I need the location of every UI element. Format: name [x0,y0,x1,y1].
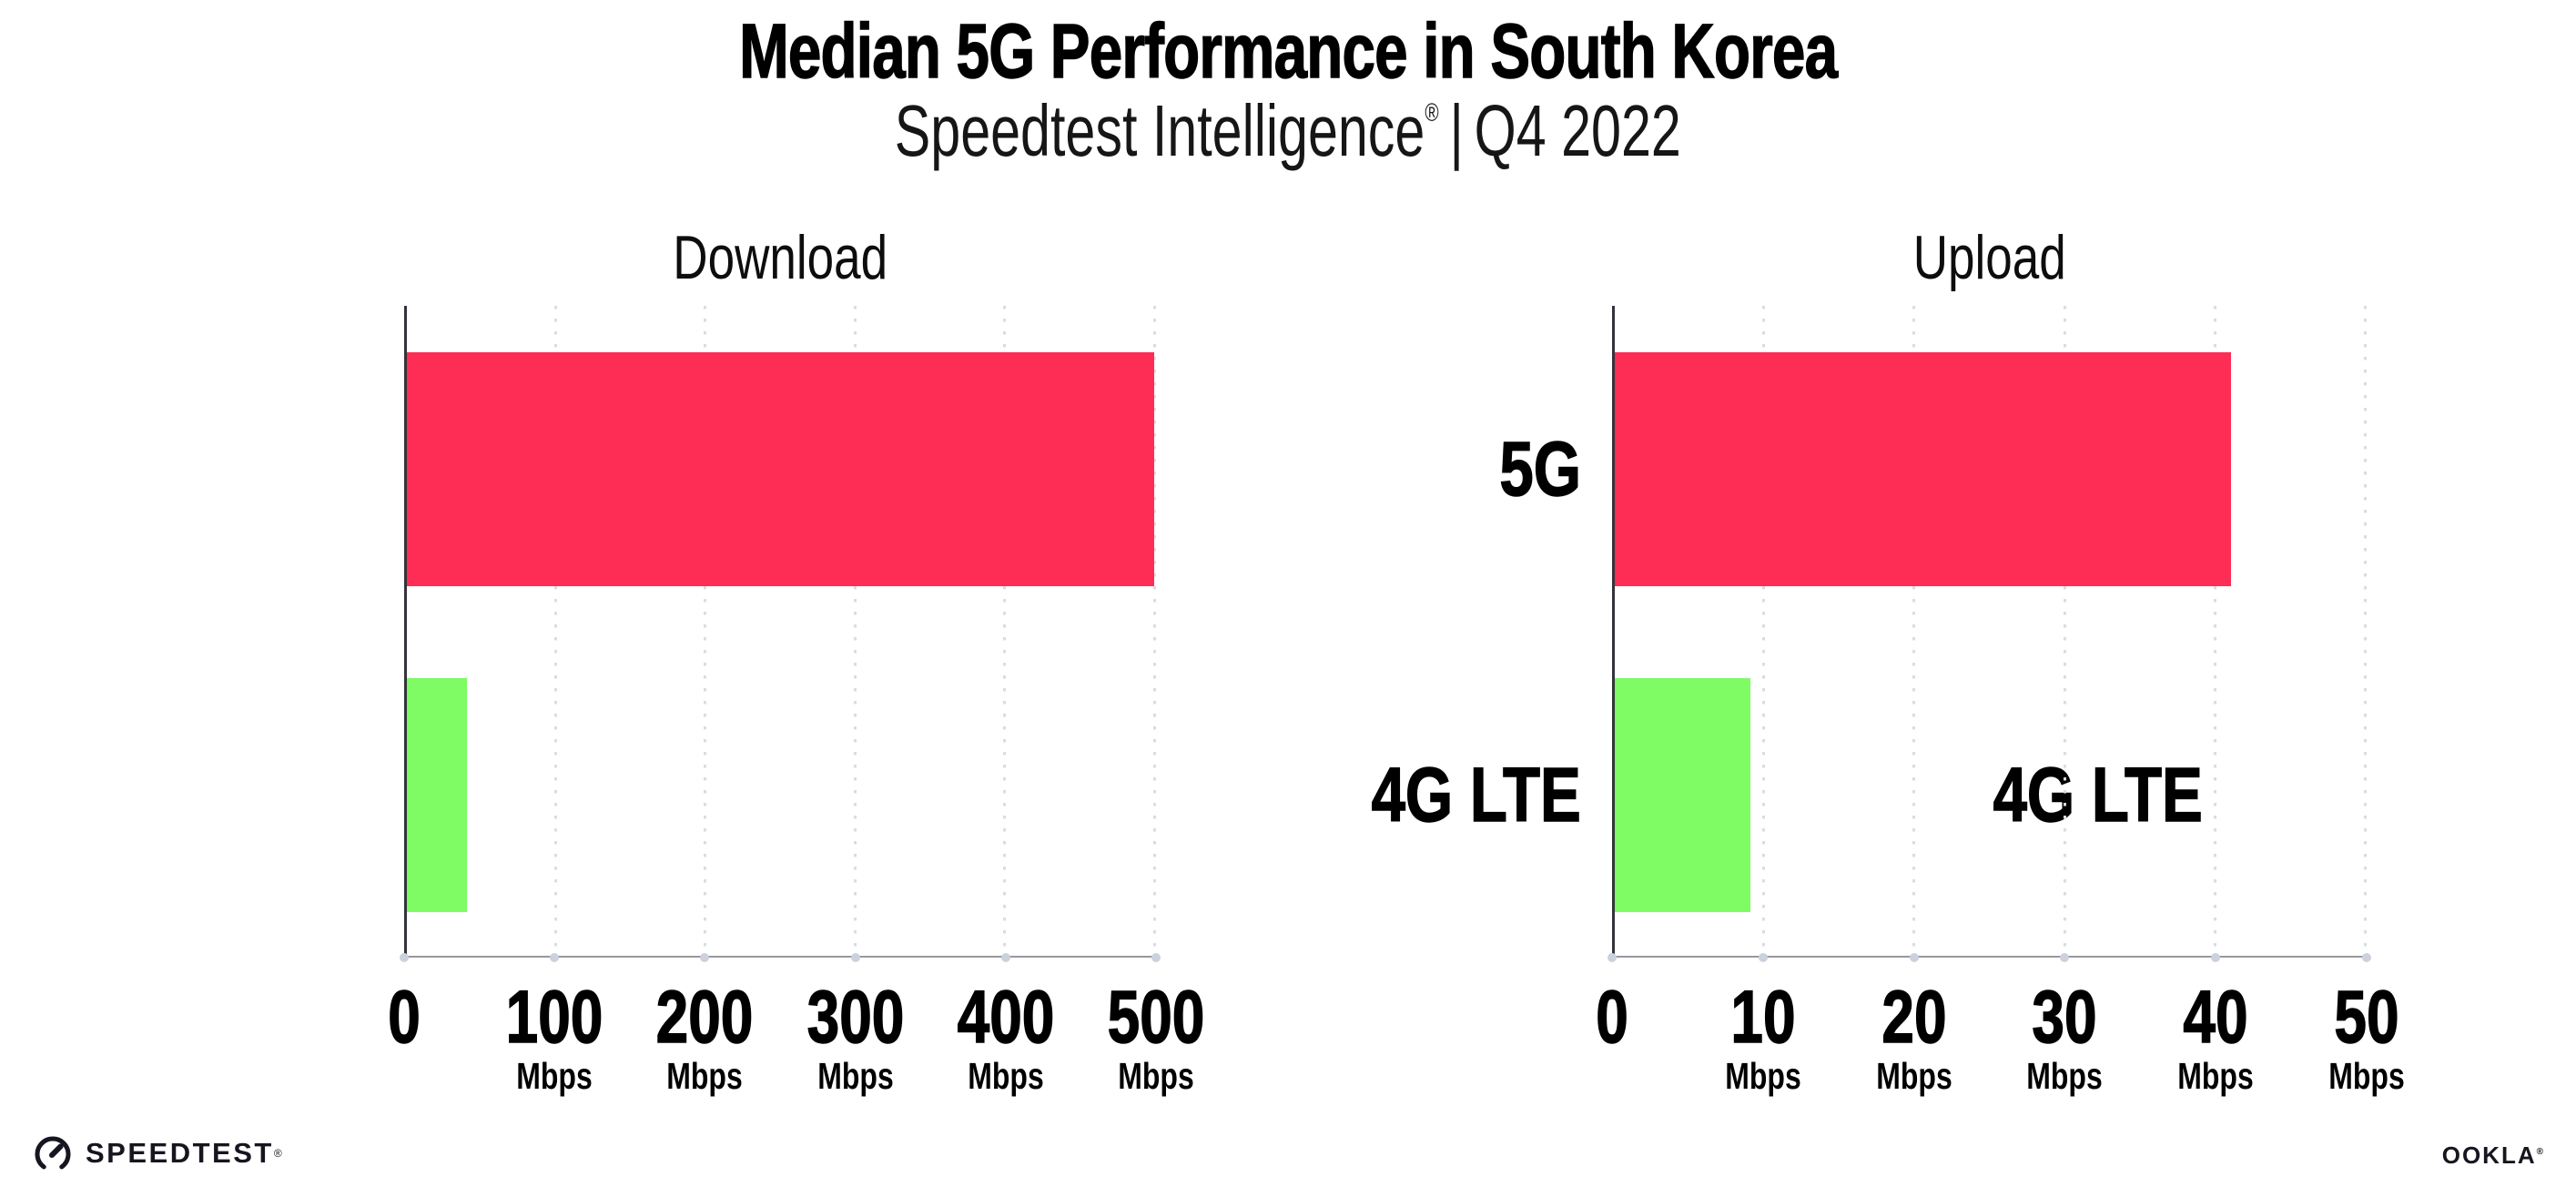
x-axis-unit-label: Mbps [1118,1055,1194,1097]
x-axis-tick-label: 10 [1730,976,1796,1059]
gridline-200-mbps [704,306,707,956]
x-axis-unit-label: Mbps [1725,1055,1801,1097]
axis-tick-dot [2211,953,2221,962]
x-axis-tick-label: 300 [806,976,905,1059]
gridline-30-mbps [2063,306,2066,956]
x-axis-tick-label: 200 [655,976,754,1059]
download-chart-title: Download [673,223,887,292]
ookla-wordmark: OOKLA [2441,1141,2537,1169]
x-axis-unit-label: Mbps [666,1055,744,1097]
subtitle-period: Q4 2022 [1474,90,1681,171]
bar-4g-lte-download [407,678,467,912]
upload-chart-title: Upload [1912,223,2066,292]
ookla-registered-icon: ® [2536,1147,2543,1157]
x-axis-tick-label: 40 [2183,976,2248,1059]
x-axis-tick-label: 100 [505,976,603,1059]
x-axis-tick-label: 30 [2032,976,2097,1059]
page-subtitle: Speedtest Intelligence® | Q4 2022 [0,93,2576,169]
speedtest-logo: SPEEDTEST ® [31,1131,282,1176]
axis-tick-dot [700,953,710,962]
bar-4g-lte-upload [1615,678,1750,912]
gridline-10-mbps [1762,306,1766,956]
axis-tick-dot [1000,953,1010,962]
download-chart-plot-area [404,306,1156,958]
page-title: Median 5G Performance in South Korea [0,8,2576,94]
ookla-logo: OOKLA® [2442,1141,2543,1170]
x-axis-tick-label: 50 [2334,976,2399,1059]
axis-tick-dot [400,953,409,962]
speedtest-gauge-icon [35,1136,71,1170]
gridline-50-mbps [2364,306,2367,956]
x-axis-unit-label: Mbps [2177,1055,2254,1097]
x-axis-unit-label: Mbps [968,1055,1044,1097]
x-axis-unit-label: Mbps [2328,1055,2405,1097]
x-axis-tick-label: 400 [957,976,1055,1059]
x-axis-unit-label: Mbps [1875,1055,1952,1097]
gridline-40-mbps [2213,306,2216,956]
bar-5g-upload [1615,352,2232,586]
gridline-100-mbps [553,306,557,956]
axis-tick-dot [550,953,560,962]
subtitle-brand: Speedtest Intelligence [894,90,1425,171]
x-axis-unit-label: Mbps [816,1055,894,1097]
x-axis-tick-label: 20 [1881,976,1947,1059]
axis-tick-dot [850,953,860,962]
axis-tick-dot [2060,953,2070,962]
speedtest-wordmark: SPEEDTEST [86,1137,274,1169]
x-axis-tick-label: 0 [1596,976,1629,1059]
gridline-20-mbps [1912,306,1916,956]
gridline-500-mbps [1153,306,1156,956]
gridline-400-mbps [1003,306,1007,956]
axis-tick-dot [1607,953,1617,962]
x-axis-unit-label: Mbps [516,1055,593,1097]
axis-tick-dot [2362,953,2371,962]
bar-5g-download [407,352,1155,586]
speedtest-registered-icon: ® [273,1147,282,1160]
axis-tick-dot [1909,953,1919,962]
axis-tick-dot [1151,953,1161,962]
registered-trademark-icon: ® [1425,98,1439,127]
x-axis-tick-label: 0 [388,976,421,1059]
download-category-label-4g-lte: 4G LTE [1993,752,2203,837]
axis-tick-dot [1758,953,1768,962]
upload-category-label-4g-lte: 4G LTE [1371,752,1581,837]
upload-category-label-5g: 5G [1499,426,1582,512]
x-axis-unit-label: Mbps [2026,1055,2104,1097]
subtitle-separator: | [1449,90,1465,171]
x-axis-tick-label: 500 [1107,976,1205,1059]
upload-chart-plot-area [1612,306,2367,958]
gridline-300-mbps [853,306,857,956]
page-title-text: Median 5G Performance in South Korea [738,8,1838,94]
